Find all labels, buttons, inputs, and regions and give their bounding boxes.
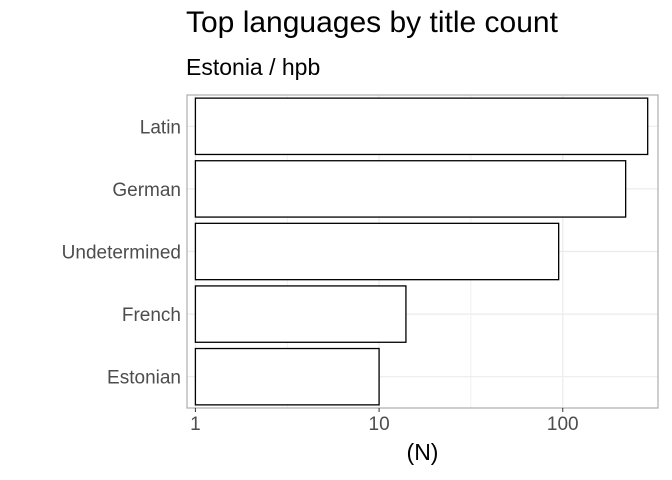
x-tick-label: 100 bbox=[547, 414, 579, 435]
x-axis-title: (N) bbox=[407, 439, 439, 465]
y-tick-label: German bbox=[112, 180, 181, 201]
x-axis-labels: 1 10 100 bbox=[190, 408, 579, 435]
y-axis-labels: Latin German Undetermined French Estonian bbox=[62, 117, 181, 388]
y-tick-label: French bbox=[122, 305, 181, 326]
chart-title: Top languages by title count bbox=[186, 6, 558, 39]
x-tick-label: 1 bbox=[190, 414, 201, 435]
panel-border bbox=[186, 94, 659, 409]
bar-undetermined bbox=[194, 222, 560, 281]
y-tick-label: Latin bbox=[140, 117, 181, 138]
bar-french bbox=[194, 285, 407, 343]
y-tick-label: Undetermined bbox=[62, 243, 181, 264]
bar-german bbox=[194, 160, 627, 218]
bar-latin bbox=[194, 97, 649, 156]
bar-estonian bbox=[194, 347, 380, 406]
bars bbox=[194, 97, 649, 406]
chart-subtitle: Estonia / hpb bbox=[186, 54, 321, 80]
x-tick-label: 10 bbox=[369, 414, 390, 435]
y-tick-label: Estonian bbox=[107, 368, 181, 389]
